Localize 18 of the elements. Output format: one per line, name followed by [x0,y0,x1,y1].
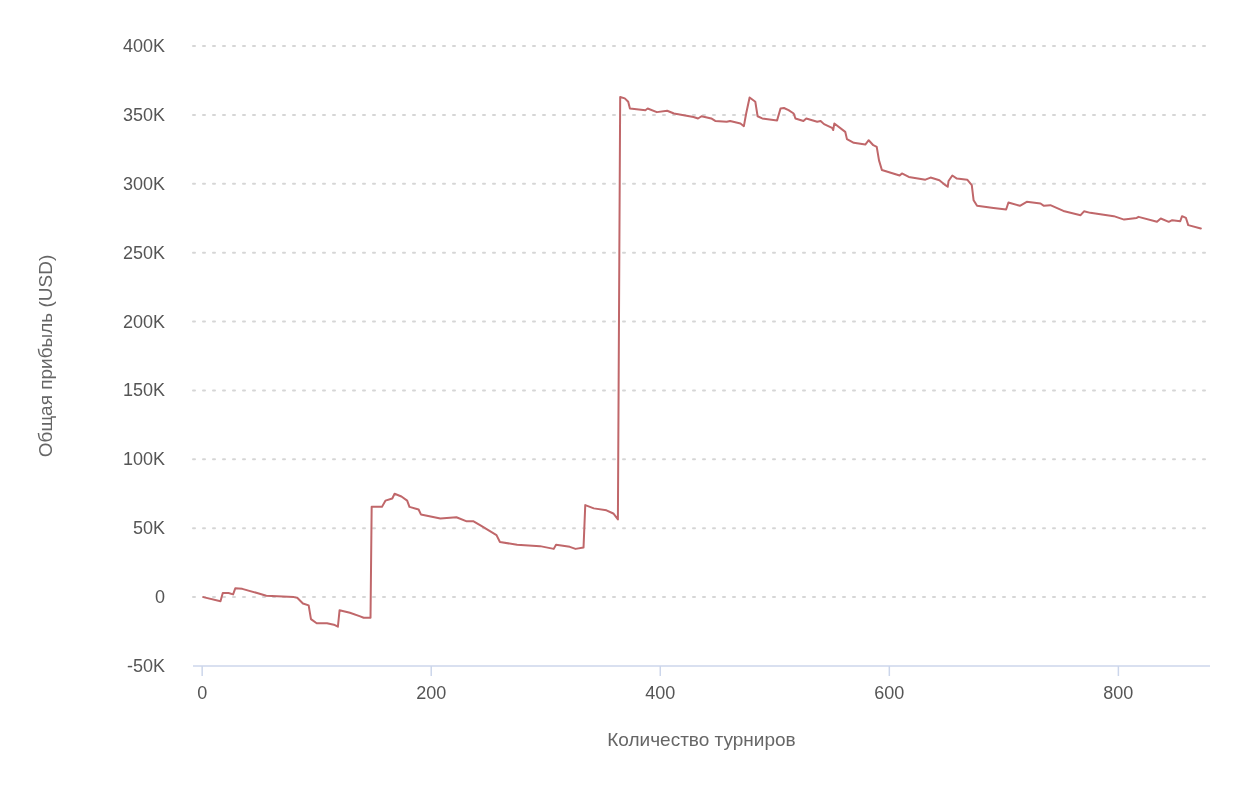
x-tick-label: 200 [416,683,447,703]
line-series [202,95,1202,628]
y-tick-label: 350K [122,104,165,125]
y-tick-label: 0 [154,587,165,608]
x-tick-label: 0 [197,683,208,703]
y-tick-label: 400K [122,36,165,56]
y-tick-label: -50K [126,656,165,676]
y-tick-label: 50K [132,518,165,539]
x-tick-label: 600 [874,683,905,703]
x-axis-title: Количество турниров [607,729,796,750]
y-tick-label: 100K [122,449,165,470]
y-tick-label: 150K [122,380,165,401]
x-tick-label: 400 [645,683,676,703]
y-axis-title: Общая прибыль (USD) [35,254,56,458]
x-tick-label: 800 [1103,683,1134,703]
y-tick-label: 200K [122,311,165,332]
y-tick-label: 300K [122,173,165,194]
y-tick-label: 250K [122,242,165,263]
